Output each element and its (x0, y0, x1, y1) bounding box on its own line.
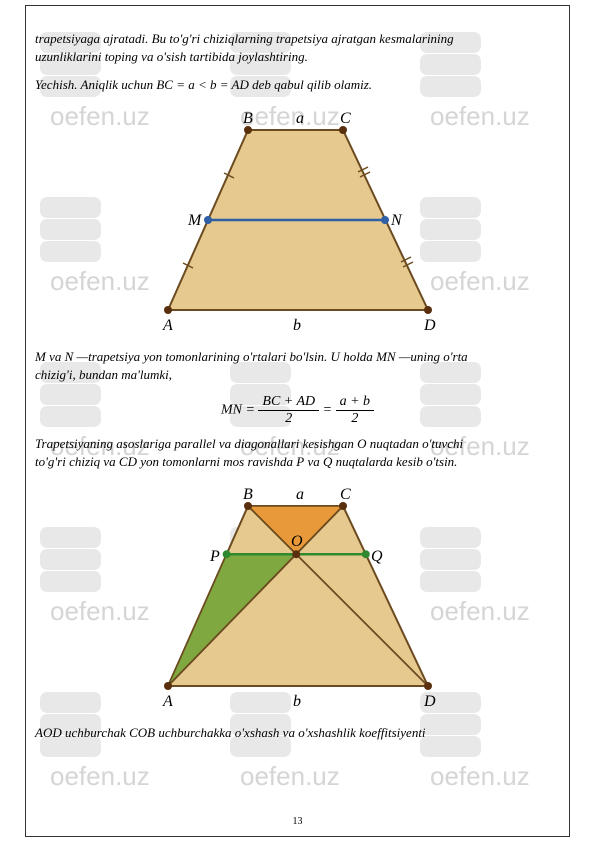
fig1-label-D: D (423, 317, 436, 334)
yechish-math: BC = a < b = AD (156, 77, 249, 92)
p4-t4: uchburchakka o'xshash va o'xshashlik koe… (155, 725, 425, 740)
f1-frac1: BC + AD 2 (258, 394, 319, 427)
p2-M: M (35, 349, 46, 364)
p3-l1a: Trapetsiyaning asoslariga parallel va di… (35, 436, 357, 451)
fig1-label-a: a (296, 110, 304, 127)
fig2-label-Q: Q (371, 548, 383, 565)
p3-Q: Q (323, 454, 332, 469)
p3-CD: CD (119, 454, 137, 469)
fig2-label-A: A (162, 693, 173, 710)
p3-l2e: va (304, 454, 323, 469)
intro-para: trapetsiyaga ajratadi. Bu to'g'ri chiziq… (35, 30, 560, 66)
p2-t6: —uning o'rta (396, 349, 468, 364)
yechish-suffix: deb qabul qilib olamiz. (249, 77, 372, 92)
fig1-label-B: B (243, 110, 253, 127)
p4-t2: uchburchak (62, 725, 129, 740)
fig1-label-C: C (340, 110, 351, 127)
page-content: trapetsiyaga ajratadi. Bu to'g'ri chiziq… (35, 30, 560, 743)
p3-l1c: nuqtadan o'tuvchi (367, 436, 464, 451)
f1-den2: 2 (336, 411, 374, 427)
fig1-label-M: M (187, 212, 203, 229)
p2-t2: va (46, 349, 65, 364)
p3-l2c: yon tomonlarni mos ravishda (137, 454, 296, 469)
fig2-label-P: P (209, 548, 220, 565)
fig1-label-N: N (390, 212, 403, 229)
fig2-label-B: B (243, 486, 253, 503)
yechish-prefix: Yechish. Aniqlik uchun (35, 77, 156, 92)
p2-t4: —trapetsiya yon tomonlarining o'rtalari … (73, 349, 376, 364)
formula-mn: MN = BC + AD 2 = a + b 2 (35, 394, 560, 427)
p2-MN: MN (376, 349, 396, 364)
p3-l2g: nuqtalarda kesib o'tsin. (332, 454, 457, 469)
fig1-label-A: A (162, 317, 173, 334)
fig2-label-a: a (296, 486, 304, 503)
figure-2: A B a C D b O P Q (128, 481, 468, 716)
p4-AOD: AOD (35, 725, 62, 740)
page-number: 13 (0, 816, 595, 827)
fig2-label-O: O (291, 533, 303, 550)
p3-l2a: to'g'ri chiziq va (35, 454, 119, 469)
fig2-label-C: C (340, 486, 351, 503)
yechish-para: Yechish. Aniqlik uchun BC = a < b = AD d… (35, 76, 560, 94)
f1-num2: a + b (336, 394, 374, 411)
figure-1: A B a C D M N b (128, 105, 468, 340)
f1-lhs: MN (221, 403, 242, 418)
fig1-label-b: b (293, 317, 301, 334)
para4: AOD uchburchak COB uchburchakka o'xshash… (35, 724, 560, 742)
f1-num1: BC + AD (258, 394, 319, 411)
p2-N: N (65, 349, 74, 364)
f1-frac2: a + b 2 (336, 394, 374, 427)
p2-t7: chizig'i, bundan ma'lumki, (35, 367, 172, 382)
para2: M va N —trapetsiya yon tomonlarining o'r… (35, 348, 560, 384)
fig2-label-D: D (423, 693, 436, 710)
para3: Trapetsiyaning asoslariga parallel va di… (35, 435, 560, 471)
fig2-label-b: b (293, 693, 301, 710)
intro-line1: trapetsiyaga ajratadi. Bu to'g'ri chiziq… (35, 31, 454, 46)
intro-line2: uzunliklarini toping va o'sish tartibida… (35, 49, 308, 64)
p4-COB: COB (129, 725, 155, 740)
f1-den1: 2 (258, 411, 319, 427)
p3-P: P (296, 454, 304, 469)
p3-O: O (357, 436, 366, 451)
